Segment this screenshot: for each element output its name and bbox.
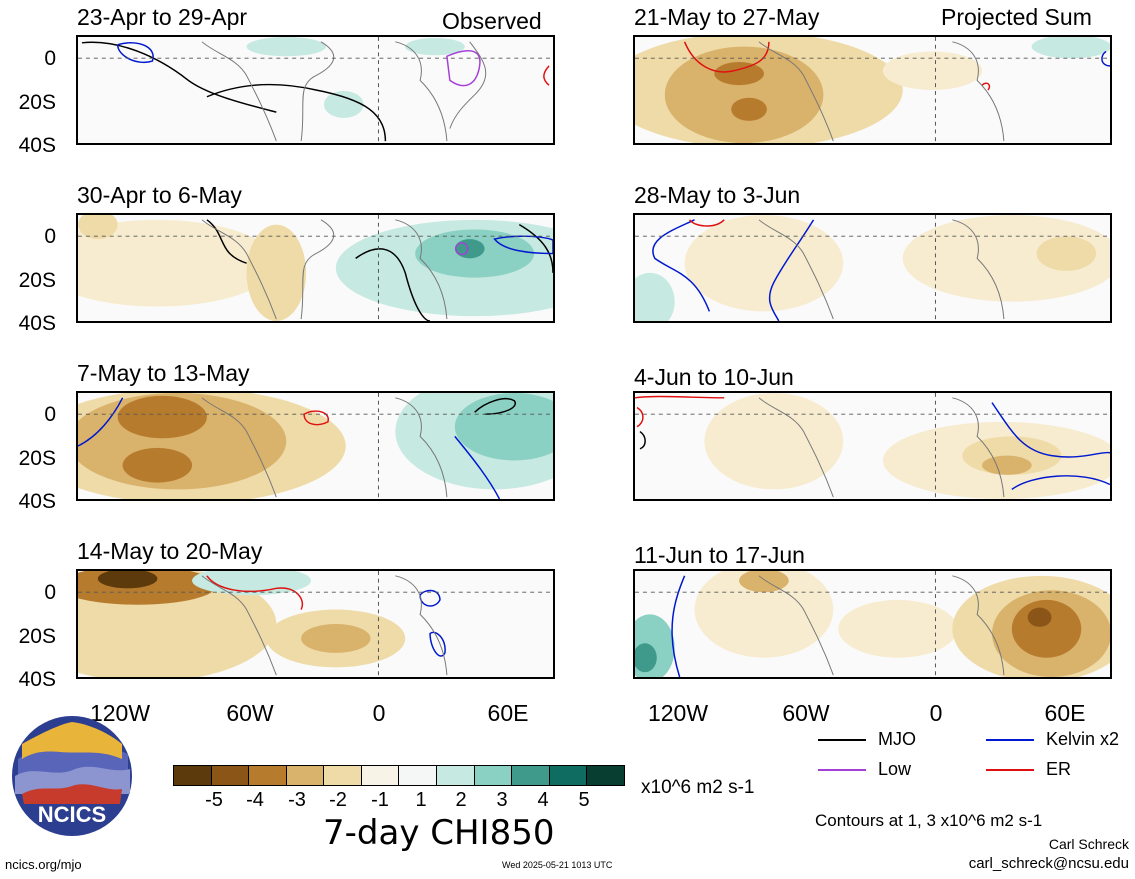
logo-text: NCICS	[38, 802, 106, 827]
ytick-0-row4: 0	[44, 581, 56, 604]
contours-note: Contours at 1, 3 x10^6 m2 s-1	[815, 811, 1043, 830]
ytick-20s-row1: 20S	[18, 91, 56, 114]
generation-timestamp: Wed 2025-05-21 1013 UTC	[502, 860, 613, 870]
ytick-40s-row3: 40S	[18, 490, 56, 513]
author-email[interactable]: carl_schreck@ncsu.edu	[968, 855, 1129, 872]
colorbar-label-m1: -1	[371, 789, 389, 811]
colorbar-label-p3: 3	[496, 789, 508, 811]
colorbar-swatch-12	[587, 766, 624, 785]
legend-line-low	[818, 769, 866, 771]
observed-label: Observed	[442, 8, 542, 34]
ytick-0-row1: 0	[44, 47, 56, 70]
colorbar-swatch-11	[549, 766, 588, 785]
map-panel-right-4	[633, 569, 1112, 679]
panel-title-left-3: 7-May to 13-May	[77, 360, 250, 386]
xtick-60e-right: 60E	[1044, 700, 1086, 726]
colorbar-swatch-2	[211, 766, 250, 785]
panel-title-left-2: 30-Apr to 6-May	[77, 182, 242, 208]
panel-title-right-2: 28-May to 3-Jun	[634, 182, 801, 208]
panel-title-right-1: 21-May to 27-May	[634, 4, 820, 30]
colorbar	[173, 765, 625, 786]
source-url[interactable]: ncics.org/mjo	[5, 857, 82, 872]
xtick-60w-right: 60W	[782, 700, 830, 726]
panel-title-right-3: 4-Jun to 10-Jun	[634, 364, 794, 390]
xtick-60w-left: 60W	[226, 700, 274, 726]
legend-line-mjo	[818, 739, 866, 741]
xtick-120w-right: 120W	[647, 700, 709, 726]
colorbar-label-m2: -2	[329, 789, 347, 811]
xtick-60e-left: 60E	[487, 700, 529, 726]
panel-title-left-1: 23-Apr to 29-Apr	[77, 4, 248, 30]
colorbar-label-m4: -4	[246, 789, 264, 811]
colorbar-swatch-8	[437, 766, 475, 785]
map-panel-left-3	[76, 391, 555, 501]
map-panel-right-2	[633, 213, 1112, 323]
colorbar-swatch-10	[512, 766, 550, 785]
map-panel-left-1	[76, 35, 555, 145]
author-name: Carl Schreck	[1048, 836, 1129, 852]
colorbar-swatch-6	[361, 766, 400, 785]
ytick-20s-row3: 20S	[18, 447, 56, 470]
colorbar-label-p4: 4	[537, 789, 549, 811]
legend-label-mjo: MJO	[878, 729, 916, 749]
ncics-logo: NCICS	[10, 714, 134, 838]
figure-title: 7-day CHI850	[323, 813, 555, 853]
xtick-120w-left: 120W	[89, 700, 151, 726]
ytick-0-row3: 0	[44, 403, 56, 426]
panel-title-right-4: 11-Jun to 17-Jun	[634, 542, 805, 568]
colorbar-swatch-1	[174, 766, 212, 785]
colorbar-units: x10^6 m2 s-1	[641, 777, 755, 798]
colorbar-swatch-3	[249, 766, 287, 785]
map-panel-right-1	[633, 35, 1112, 145]
ytick-40s-row4: 40S	[18, 668, 56, 691]
colorbar-swatch-9	[474, 766, 513, 785]
legend-line-kelvin	[986, 739, 1034, 741]
colorbar-swatch-4	[286, 766, 325, 785]
colorbar-label-p5: 5	[578, 789, 590, 811]
map-panel-left-4	[76, 569, 555, 679]
colorbar-swatch-5	[324, 766, 362, 785]
legend-label-low: Low	[878, 759, 912, 779]
ytick-0-row2: 0	[44, 225, 56, 248]
colorbar-label-p1: 1	[415, 789, 427, 811]
ytick-20s-row2: 20S	[18, 269, 56, 292]
ytick-40s-row1: 40S	[18, 134, 56, 157]
xtick-0-left: 0	[372, 700, 386, 726]
colorbar-swatch-7	[399, 766, 438, 785]
map-panel-right-3	[633, 391, 1112, 501]
legend-line-er	[986, 769, 1034, 771]
legend-label-kelvin: Kelvin x2	[1046, 729, 1120, 749]
map-panel-left-2	[76, 213, 555, 323]
panel-title-left-4: 14-May to 20-May	[77, 538, 263, 564]
colorbar-label-p2: 2	[455, 789, 467, 811]
projected-label: Projected Sum	[941, 4, 1092, 30]
legend-label-er: ER	[1046, 759, 1072, 779]
colorbar-label-m5: -5	[205, 789, 223, 811]
ytick-20s-row4: 20S	[18, 625, 56, 648]
xtick-0-right: 0	[929, 700, 943, 726]
ytick-40s-row2: 40S	[18, 312, 56, 335]
colorbar-label-m3: -3	[288, 789, 306, 811]
